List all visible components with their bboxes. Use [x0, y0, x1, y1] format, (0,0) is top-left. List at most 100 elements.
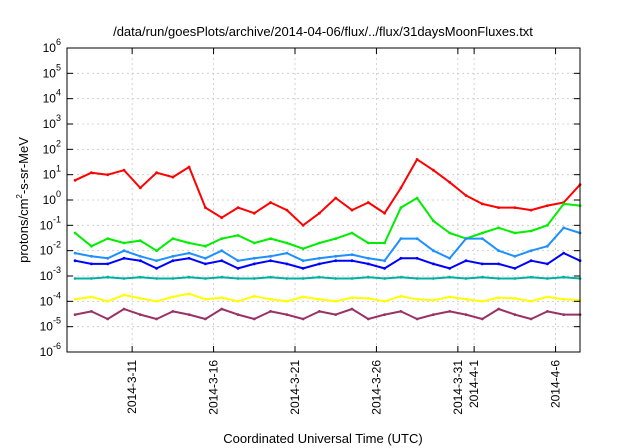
series-5-point — [269, 275, 272, 279]
series-3-point — [480, 262, 484, 266]
series-7-point — [464, 313, 468, 316]
series-5-point — [399, 275, 403, 279]
x-ticks: 2014-3-11 2014-3-16 2014-3-21 2014-3-26 2014… — [125, 48, 563, 415]
series-4-point — [432, 249, 435, 253]
series-7-point — [220, 307, 224, 311]
series-2-point — [252, 241, 256, 245]
series-5-point — [497, 277, 500, 280]
series-7-point — [562, 313, 566, 316]
series-3-point — [366, 262, 370, 266]
y-tick-label: 10-3 — [40, 265, 61, 283]
series-2-point — [171, 237, 175, 241]
series-6-point — [415, 297, 419, 301]
series-3-point — [106, 262, 110, 266]
series-4-point — [106, 256, 110, 260]
series-7-point — [301, 317, 305, 321]
y-axis-label-part: protons/cm — [16, 199, 31, 263]
series-5-point — [73, 277, 77, 280]
series-6-point — [497, 296, 500, 299]
series-1-point — [513, 206, 517, 210]
series-1-point — [415, 158, 419, 161]
series-2-point — [155, 249, 159, 253]
y-tick-label: 104 — [43, 88, 61, 106]
series-6-point — [187, 292, 191, 296]
series-2-point — [220, 237, 224, 241]
series-7-point — [415, 317, 419, 321]
series-line-2 — [74, 197, 581, 252]
series-7-point — [252, 317, 256, 321]
series-2-point — [513, 231, 517, 235]
series-5-point — [562, 275, 566, 279]
series-5-point — [138, 275, 142, 279]
series-5-point — [480, 275, 484, 279]
y-tick-label: 10-2 — [40, 240, 61, 258]
series-5-point — [155, 277, 159, 280]
series-line-1 — [74, 158, 581, 227]
series-4-point — [73, 251, 77, 255]
series-4-point — [155, 259, 159, 263]
series-1-point — [546, 204, 549, 208]
series-line-4 — [74, 226, 581, 262]
series-7-point — [480, 317, 484, 321]
series-6-point — [464, 297, 468, 301]
series-1-point — [480, 202, 484, 206]
series-line-3 — [74, 252, 581, 270]
x-tick-label: 2014-4-6 — [549, 360, 563, 408]
series-6-point — [546, 295, 549, 299]
series-4-point — [383, 259, 386, 263]
series-6-point — [204, 297, 207, 301]
series-4-point — [448, 256, 452, 260]
series-group — [73, 158, 582, 321]
y-tick-label: 10-6 — [40, 341, 61, 359]
series-2-point — [138, 239, 142, 243]
series-5-point — [546, 277, 549, 280]
chart-title: /data/run/goesPlots/archive/2014-04-06/f… — [113, 24, 533, 39]
series-3-point — [350, 259, 354, 263]
series-7-point — [350, 307, 354, 311]
series-6-point — [383, 299, 386, 303]
y-tick-label: 10-4 — [40, 290, 61, 308]
y-axis-label: protons/cm2-s-sr-MeV — [15, 137, 31, 263]
series-5-point — [285, 277, 289, 280]
series-2-point — [562, 202, 566, 206]
grid — [67, 47, 580, 353]
series-6-point — [73, 297, 77, 301]
series-7-point — [399, 310, 403, 313]
series-6-point — [301, 295, 305, 299]
y-tick-label: 102 — [43, 138, 61, 156]
x-tick-label: 2014-3-11 — [125, 360, 139, 414]
series-7-point — [318, 310, 321, 313]
series-1-point — [399, 186, 403, 190]
series-1-point — [138, 186, 142, 190]
series-6-point — [480, 299, 484, 303]
series-7-point — [513, 313, 517, 316]
series-6-point — [252, 294, 256, 298]
series-7-point — [269, 310, 272, 313]
series-2-point — [497, 226, 500, 230]
series-2-point — [546, 223, 549, 227]
series-line-6 — [74, 292, 581, 303]
series-2-point — [399, 206, 403, 210]
y-tick-label: 10-1 — [40, 214, 61, 232]
series-2-point — [448, 231, 452, 235]
series-3-point — [334, 259, 338, 263]
series-4-point — [480, 237, 484, 241]
series-1-point — [497, 206, 500, 210]
series-2-point — [285, 241, 289, 245]
series-7-point — [366, 317, 370, 321]
series-5-point — [448, 275, 452, 279]
series-4-point — [399, 237, 403, 241]
series-2-point — [334, 237, 338, 241]
series-7-point — [171, 310, 175, 313]
series-5-point — [366, 275, 370, 279]
series-6-point — [399, 294, 403, 298]
series-7-point — [122, 307, 126, 311]
series-3-point — [301, 267, 305, 270]
series-3-point — [252, 262, 256, 266]
series-4-point — [236, 259, 240, 263]
series-4-point — [301, 259, 305, 263]
series-6-point — [448, 295, 452, 299]
series-6-point — [432, 298, 435, 302]
series-2-point — [350, 231, 354, 235]
